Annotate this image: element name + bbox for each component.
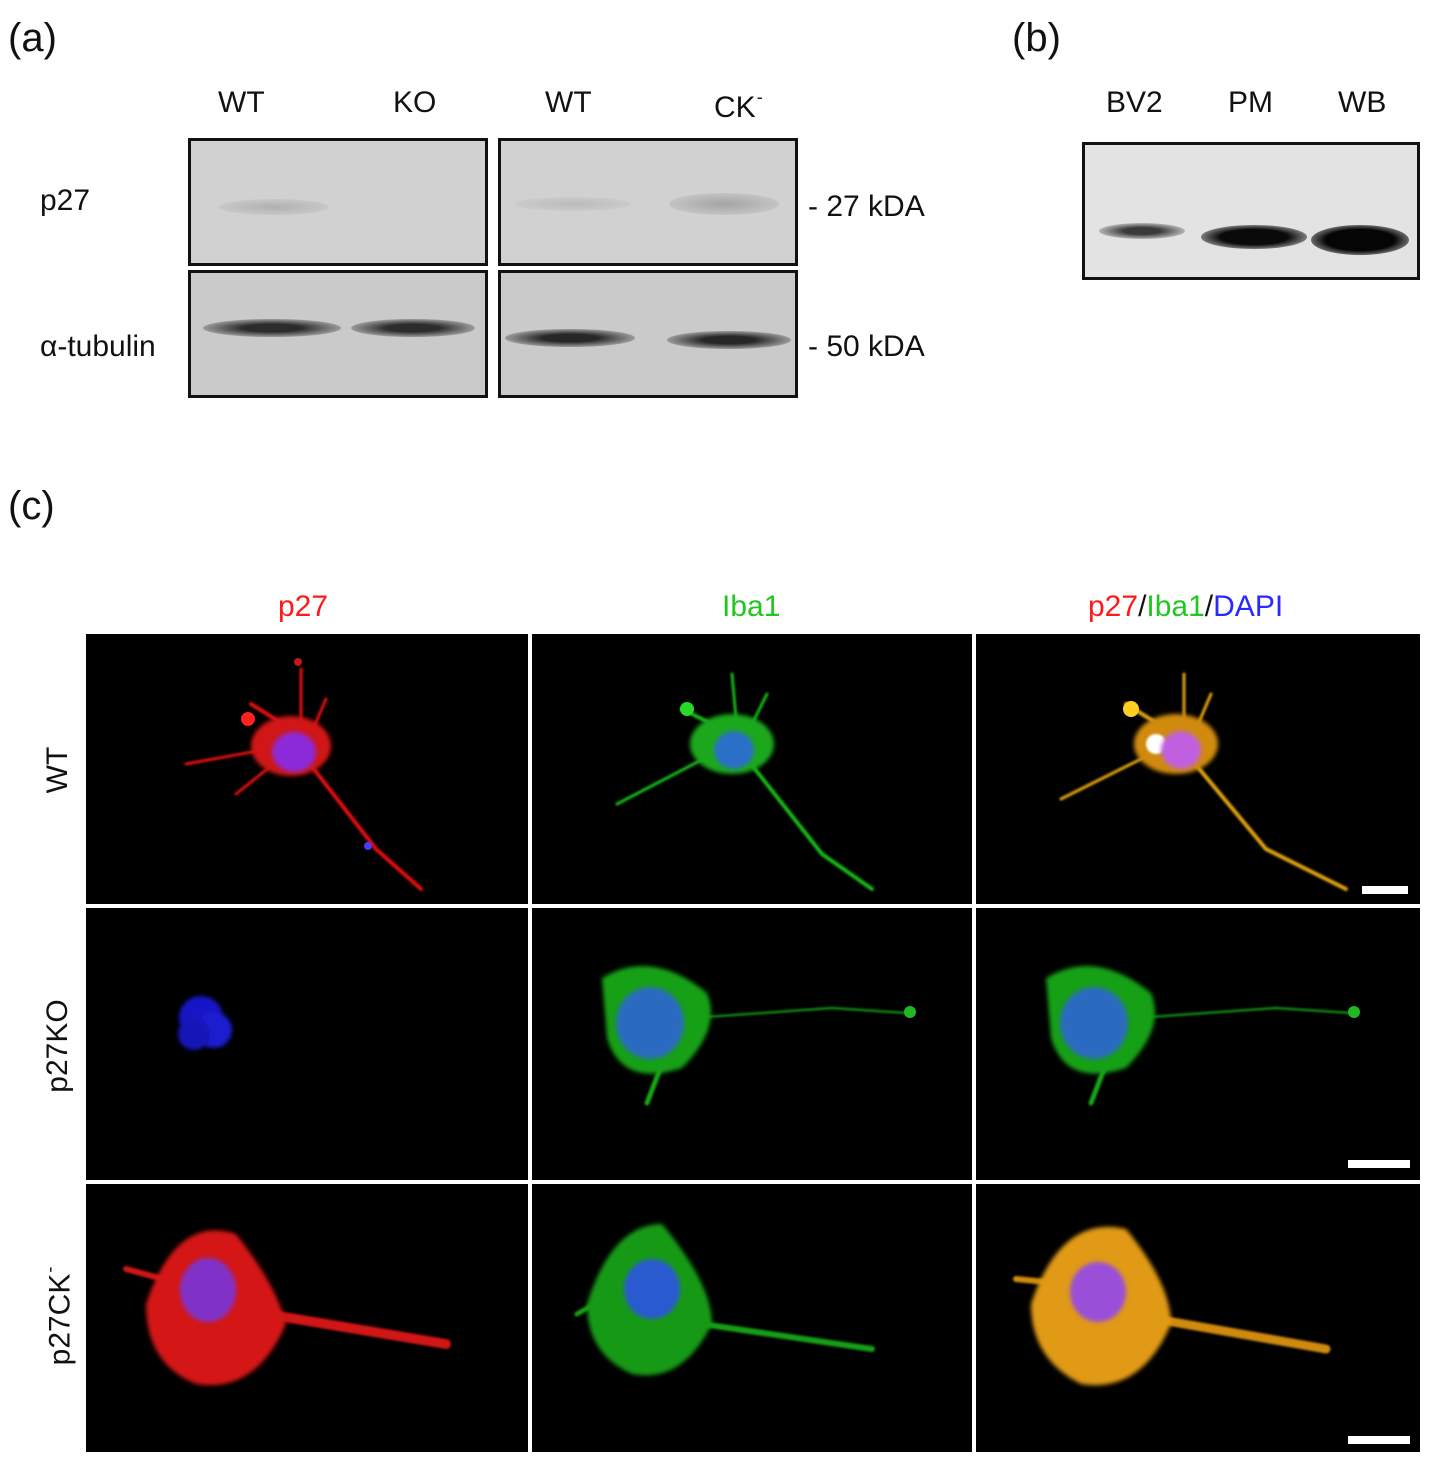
scale-bar-ck: [1348, 1436, 1410, 1444]
marker-27kda: - 27 kDA: [808, 190, 925, 223]
image-ko-p27: [86, 908, 528, 1180]
lane-label-ko: KO: [393, 86, 437, 119]
row-label-alpha-tubulin: α-tubulin: [40, 330, 156, 363]
image-wt-p27: [86, 634, 528, 904]
blot-tubulin-wt-ck: [498, 270, 798, 398]
blot-panel-b: [1082, 142, 1420, 280]
image-ko-merge: [976, 908, 1420, 1180]
band-p27-ck: [669, 193, 779, 215]
image-ck-merge: [976, 1184, 1420, 1452]
image-wt-iba1: [532, 634, 972, 904]
column-label-p27: p27: [278, 590, 329, 623]
band-pm: [1201, 225, 1307, 249]
blot-tubulin-wt-ko: [188, 270, 488, 398]
panel-b-label: (b): [1012, 16, 1061, 60]
image-ko-iba1: [532, 908, 972, 1180]
scale-bar-wt: [1362, 886, 1408, 894]
band-p27-wt-2: [515, 197, 631, 211]
marker-50kda: - 50 kDA: [808, 330, 925, 363]
band-tubulin-wt: [203, 319, 341, 337]
scale-bar-ko: [1348, 1160, 1410, 1168]
panel-c-label: (c): [8, 484, 55, 528]
row-label-p27ck: p27CK-: [39, 1266, 77, 1366]
band-bv2: [1099, 223, 1185, 239]
band-tubulin-ko: [351, 319, 475, 337]
band-tubulin-wt-2: [505, 329, 635, 347]
band-wb: [1311, 225, 1409, 255]
blot-p27-wt-ko: [188, 138, 488, 266]
band-tubulin-ck: [667, 331, 791, 349]
lane-label-wt-2: WT: [545, 86, 592, 119]
column-label-merge: p27/Iba1/DAPI: [1088, 590, 1284, 623]
row-label-wt: WT: [41, 746, 74, 794]
image-ck-iba1: [532, 1184, 972, 1452]
row-label-p27ko: p27KO: [41, 999, 74, 1093]
lane-label-ck: CK-: [714, 87, 763, 124]
lane-label-wt-1: WT: [218, 86, 265, 119]
row-label-p27: p27: [40, 184, 91, 217]
image-wt-merge: [976, 634, 1420, 904]
column-label-iba1: Iba1: [722, 590, 781, 623]
lane-label-wb: WB: [1338, 86, 1387, 119]
lane-label-bv2: BV2: [1106, 86, 1163, 119]
band-p27-wt: [219, 199, 329, 215]
blot-p27-wt-ck: [498, 138, 798, 266]
panel-a-label: (a): [8, 16, 57, 60]
image-ck-p27: [86, 1184, 528, 1452]
lane-label-pm: PM: [1228, 86, 1273, 119]
